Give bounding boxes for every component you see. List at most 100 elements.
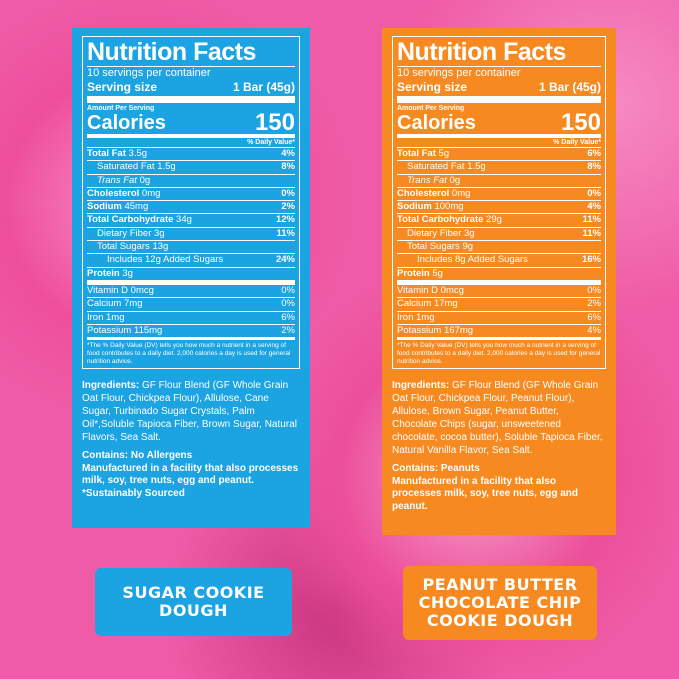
flavor-label-peanut-butter: PEANUT BUTTER CHOCOLATE CHIP COOKIE DOUG… — [403, 566, 597, 640]
nutrient-amount: 5g — [432, 267, 443, 279]
nutrient-daily-value: 24% — [275, 254, 295, 266]
flavor-label-sugar-cookie: SUGAR COOKIE DOUGH — [95, 568, 292, 636]
facility-statement: Manufactured in a facility that also pro… — [392, 475, 578, 512]
nutrient-label: Dietary Fiber — [97, 227, 152, 239]
nutrient-label: Iron — [397, 311, 414, 323]
nutrient-label: Includes 12g Added Sugars — [107, 254, 224, 266]
nutrient-amount: 0mg — [141, 187, 161, 199]
nutrient-label: Calcium — [87, 298, 122, 310]
nutrient-label: Iron — [87, 311, 104, 323]
nutrient-label: Potassium — [397, 324, 442, 336]
nutrient-amount: 0g — [139, 174, 151, 186]
nutrient-name: Trans Fat 0g — [97, 175, 150, 187]
nutrient-row: Total Carbohydrate 34g 12% — [87, 214, 295, 228]
nutrient-row: Total Carbohydrate 29g 11% — [397, 214, 601, 228]
nutrient-amount: 45mg — [124, 201, 149, 213]
nutrient-row: Saturated Fat 1.5g 8% — [87, 161, 295, 175]
nutrition-facts-title: Nutrition Facts — [87, 39, 295, 67]
nutrient-row: Potassium 167mg 4% — [397, 324, 601, 341]
serving-size-row: Serving size 1 Bar (45g) — [397, 80, 601, 103]
nutrient-label: Dietary Fiber — [407, 227, 462, 239]
nutrient-name: Trans Fat 0g — [407, 175, 460, 187]
nutrient-daily-value: 4% — [587, 201, 601, 213]
ingredients-label: Ingredients: — [82, 380, 140, 392]
nutrient-label: Potassium — [87, 324, 132, 336]
nutrient-row: Total Sugars 9g — [397, 241, 601, 255]
nutrient-row: Calcium 7mg 0% — [87, 298, 295, 312]
nutrient-daily-value: 8% — [587, 161, 601, 173]
nutrient-row: Vitamin D 0mcg 0% — [87, 284, 295, 299]
nutrient-amount: 3.5g — [128, 148, 148, 159]
daily-value-header: % Daily Value* — [87, 138, 295, 148]
nutrient-daily-value: 8% — [281, 161, 295, 173]
nutrient-amount: 115mg — [134, 324, 163, 336]
nutrient-label: Saturated Fat — [97, 161, 155, 173]
nutrient-name: Protein 3g — [87, 268, 133, 280]
nutrient-daily-value: 2% — [587, 298, 601, 310]
ingredients: Ingredients: GF Flour Blend (GF Whole Gr… — [82, 379, 300, 444]
nutrient-label: Vitamin D — [87, 284, 129, 296]
nutrient-name: Total Sugars 13g — [97, 241, 168, 253]
nutrient-amount: 1mg — [416, 311, 435, 323]
nutrition-facts-title: Nutrition Facts — [397, 39, 601, 67]
nutrient-daily-value: 4% — [587, 324, 601, 336]
nutrient-daily-value: 2% — [281, 201, 295, 213]
nutrient-amount: 3g — [464, 227, 475, 239]
nutrient-label: Total Fat — [87, 148, 126, 159]
nutrient-row: Cholesterol 0mg 0% — [87, 188, 295, 202]
nutrient-row: Sodium 45mg 2% — [87, 201, 295, 215]
nutrient-row: Sodium 100mg 4% — [397, 201, 601, 215]
nutrient-name: Vitamin D 0mcg — [397, 285, 464, 297]
contains-statement: Contains: Peanuts — [392, 463, 480, 475]
nutrient-name: Dietary Fiber 3g — [407, 228, 475, 240]
serving-size-row: Serving size 1 Bar (45g) — [87, 80, 295, 103]
nutrient-label: Calcium — [397, 298, 432, 310]
nutrient-name: Saturated Fat 1.5g — [407, 161, 486, 173]
serving-size-value: 1 Bar (45g) — [232, 80, 295, 94]
nutrient-amount: 1.5g — [157, 161, 176, 173]
nutrient-amount: 13g — [152, 241, 169, 253]
nutrient-row: Iron 1mg 6% — [397, 312, 601, 325]
nutrient-name: Includes 8g Added Sugars — [417, 254, 528, 266]
nutrient-label: Trans Fat — [407, 174, 447, 186]
nutrient-name: Cholesterol 0mg — [87, 188, 160, 200]
nutrient-name: Iron 1mg — [397, 312, 435, 324]
servings-per-container: 10 servings per container — [397, 67, 521, 79]
nutrient-daily-value: 0% — [281, 298, 295, 310]
nutrient-label: Protein — [87, 267, 120, 279]
nutrition-facts-label: Nutrition Facts 10 servings per container… — [82, 36, 300, 370]
nutrient-daily-value: 6% — [587, 148, 601, 159]
nutrient-row: Saturated Fat 1.5g 8% — [397, 161, 601, 175]
allergen-info: Contains: No Allergens Manufactured in a … — [82, 450, 300, 500]
nutrient-name: Saturated Fat 1.5g — [97, 161, 176, 173]
nutrient-row: Total Fat 5g 6% — [397, 148, 601, 162]
nutrient-amount: 167mg — [444, 324, 474, 336]
nutrient-amount: 7mg — [123, 298, 143, 310]
nutrient-amount: 100mg — [434, 201, 464, 213]
nutrient-row: Potassium 115mg 2% — [87, 324, 295, 341]
nutrient-name: Total Fat 3.5g — [87, 148, 147, 160]
nutrient-daily-value: 12% — [275, 214, 295, 226]
nutrient-name: Sodium 100mg — [397, 201, 464, 213]
nutrient-row: Includes 8g Added Sugars 16% — [397, 254, 601, 268]
nutrient-daily-value: 6% — [281, 311, 295, 323]
nutrient-name: Total Carbohydrate 29g — [397, 214, 502, 226]
calories-label: Calories — [87, 112, 166, 134]
nutrient-label: Sodium — [87, 201, 122, 213]
nutrient-name: Iron 1mg — [87, 312, 125, 324]
nutrient-amount: 3g — [122, 267, 133, 279]
nutrient-daily-value: 0% — [587, 187, 601, 199]
nutrient-name: Potassium 115mg — [87, 325, 162, 337]
nutrient-row: Protein 5g — [397, 268, 601, 285]
nutrient-daily-value: 0% — [281, 284, 295, 296]
amount-per-serving: Amount Per Serving — [87, 105, 155, 112]
nutrient-row: Protein 3g — [87, 268, 295, 285]
daily-value-footnote: *The % Daily Value (DV) tells you how mu… — [87, 342, 291, 366]
nutrient-daily-value: 16% — [581, 254, 601, 266]
nutrient-name: Protein 5g — [397, 268, 443, 280]
nutrient-name: Sodium 45mg — [87, 201, 148, 213]
servings-per-container: 10 servings per container — [87, 67, 211, 79]
nutrient-daily-value: 2% — [281, 324, 295, 336]
nutrient-name: Total Fat 5g — [397, 148, 449, 160]
nutrient-name: Cholesterol 0mg — [397, 188, 470, 200]
